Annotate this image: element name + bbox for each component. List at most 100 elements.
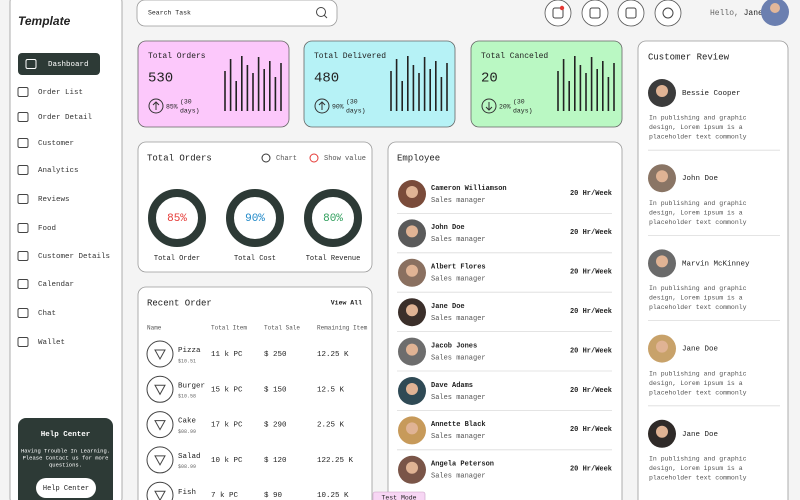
greeting: Hello, Jane [710,9,763,18]
order-cell: 12.5 K [317,386,345,394]
recent-order-panel [137,286,373,500]
employee-role: Sales manager [431,276,486,284]
employee-role: Sales manager [431,394,486,402]
header-icon-button[interactable] [544,0,572,27]
avatar-face [406,343,418,356]
order-cell: 2.25 K [317,422,345,430]
nav-item[interactable]: Chat [38,310,56,318]
employee-name: Jane Doe [431,303,465,311]
header-icon-button[interactable] [617,0,645,27]
employee-role: Sales manager [431,315,486,323]
trend-icon [314,98,330,114]
stat-title: Total Orders [148,52,206,61]
avatar-face [406,186,418,198]
panel-title: Recent Order [147,298,212,308]
progress-ring [226,189,284,247]
stat-period: (30 [346,99,358,106]
sidebar [9,0,123,500]
order-cell: 10.25 K [317,492,349,500]
nav-item[interactable]: Customer Details [38,253,110,261]
nav-item[interactable]: Dashboard [48,61,89,69]
review-text: design, Lorem ipsum is a [649,209,743,216]
radio-label[interactable]: Chart [276,155,297,163]
food-name: Pizza [178,347,201,355]
ring-value: 85% [167,213,187,225]
review-text: placeholder text commonly [649,475,747,482]
stat-period: days) [346,108,366,115]
help-button[interactable] [36,478,96,498]
stat-card [137,40,290,128]
review-text: In publishing and graphic [649,200,747,207]
progress-ring [148,189,206,247]
header-icon-button[interactable] [581,0,609,27]
search-box[interactable] [136,0,338,27]
nav-item[interactable]: Order List [38,89,83,97]
ring-label: Total Order [154,255,200,263]
stat-value: 20 [481,71,498,87]
avatar-face [406,422,418,435]
nav-item[interactable]: Customer [38,140,74,148]
stat-card [470,40,623,128]
search-placeholder: Search Task [148,10,191,17]
nav-icon [17,223,29,233]
header-icon-button[interactable] [654,0,682,27]
stat-period: (30 [180,99,192,106]
food-name: Salad [178,453,201,461]
nav-active-bg[interactable] [18,53,100,75]
stat-title: Total Delivered [314,52,386,61]
employee-hours: 20 Hr/Week [570,466,612,474]
review-text: placeholder text commonly [649,304,747,311]
food-icon [154,455,166,466]
stat-period: (30 [513,99,525,106]
radio[interactable] [309,153,319,163]
radio-label[interactable]: Show value [324,155,366,163]
stat-value: 480 [314,71,339,87]
order-cell: $ 290 [264,422,287,430]
search-icon[interactable] [316,7,326,17]
review-text: In publishing and graphic [649,370,747,377]
nav-item[interactable]: Wallet [38,339,65,347]
food-price: $08.99 [178,429,196,435]
help-button-label: Help Center [43,485,89,493]
review-text: design, Lorem ipsum is a [649,124,743,131]
nav-item[interactable]: Reviews [38,196,70,204]
ring-value: 90% [245,213,265,225]
food-name: Cake [178,418,196,426]
employee-name: John Doe [431,224,465,232]
nav-icon [17,308,29,318]
stat-title: Total Canceled [481,52,548,61]
employee-role: Sales manager [431,197,486,205]
total-orders-panel [137,141,373,273]
avatar-face [406,461,418,474]
employee-role: Sales manager [431,433,486,441]
nav-item[interactable]: Food [38,225,56,233]
employee-name: Angela Peterson [431,461,494,469]
review-text: design, Lorem ipsum is a [649,465,743,472]
review-text: design, Lorem ipsum is a [649,380,743,387]
nav-icon [17,279,29,289]
nav-item[interactable]: Calendar [38,281,74,289]
radio[interactable] [261,153,271,163]
help-text: Having Trouble In Learning. [21,447,110,454]
food-name: Burger [178,382,205,390]
header-icon [589,7,601,19]
review-text: In publishing and graphic [649,285,747,292]
help-text: questions. [49,461,82,468]
food-price: $10.58 [178,394,196,400]
column-header: Total Sale [264,325,300,332]
order-cell: 15 k PC [211,386,243,394]
view-all-link[interactable]: View All [331,300,362,307]
review-text: In publishing and graphic [649,456,747,463]
trend-icon [148,98,164,114]
avatar-face [656,170,668,183]
test-mode-badge [372,491,426,500]
food-price: $10.51 [178,358,196,364]
nav-item[interactable]: Order Detail [38,114,93,122]
panel-title: Total Orders [147,153,212,163]
nav-item[interactable]: Analytics [38,167,79,175]
panel-title: Customer Review [648,52,730,62]
employee-hours: 20 Hr/Week [570,387,612,395]
food-price: $08.99 [178,464,196,470]
test-mode-label: Test Mode [381,495,416,500]
review-text: design, Lorem ipsum is a [649,295,743,302]
